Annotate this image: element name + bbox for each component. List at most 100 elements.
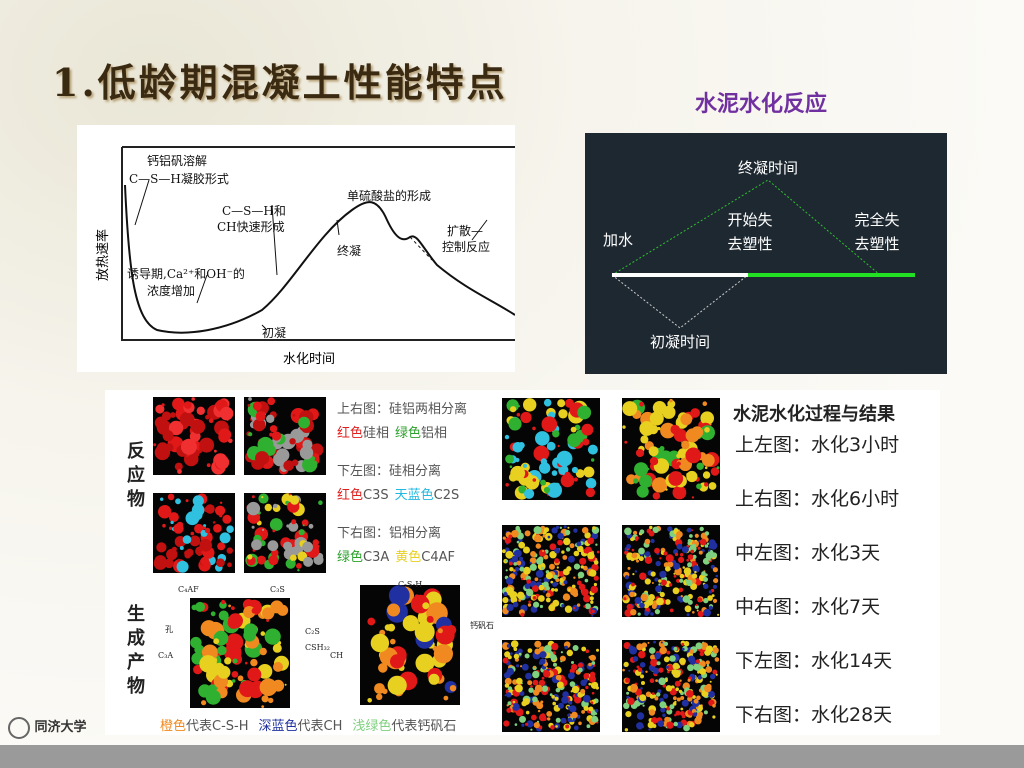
particle — [171, 546, 177, 552]
particle — [547, 535, 551, 539]
particle — [527, 603, 532, 607]
particle — [631, 548, 635, 552]
particle — [521, 577, 524, 581]
particle — [213, 638, 220, 645]
particle — [632, 573, 635, 576]
particle — [203, 524, 207, 528]
particle — [666, 650, 671, 655]
particle — [696, 462, 704, 470]
particle — [665, 554, 674, 563]
particle — [527, 680, 533, 686]
particle — [697, 675, 703, 680]
list-title: 水泥水化过程与结果 — [733, 404, 895, 425]
particle — [712, 567, 719, 573]
particle — [504, 683, 510, 688]
particle — [691, 678, 694, 682]
particle — [539, 651, 547, 659]
particle — [387, 603, 401, 617]
particle — [552, 430, 560, 438]
particle — [184, 401, 192, 409]
particle — [637, 667, 643, 672]
particle — [569, 681, 576, 687]
particle — [179, 411, 195, 427]
particle — [588, 675, 597, 683]
color-word: 红色 — [337, 426, 364, 441]
particle — [687, 539, 692, 543]
color-word: 绿色 — [337, 550, 364, 565]
particle — [167, 493, 175, 501]
particle — [530, 728, 533, 731]
particle — [570, 426, 577, 433]
particle — [539, 579, 542, 582]
particle — [164, 558, 174, 569]
particle — [247, 667, 262, 682]
particle — [584, 603, 591, 610]
particle — [717, 613, 720, 616]
particle — [535, 543, 541, 549]
particle — [639, 529, 645, 535]
particle — [535, 570, 544, 578]
particle — [526, 720, 534, 728]
particle — [583, 694, 591, 703]
particle — [184, 551, 192, 559]
particle — [297, 569, 300, 572]
particle — [542, 581, 549, 588]
particle — [654, 652, 661, 660]
particle — [567, 672, 575, 680]
particle — [590, 701, 594, 704]
particle — [589, 569, 597, 577]
annotation: 终凝 — [337, 243, 361, 258]
particle — [581, 527, 589, 534]
particle — [533, 666, 536, 669]
particle — [638, 556, 644, 562]
particle — [518, 541, 526, 549]
particle — [636, 712, 645, 720]
note-text: C3A — [363, 550, 390, 565]
texture — [245, 397, 324, 475]
particle — [561, 696, 569, 704]
particle — [644, 556, 653, 564]
particle — [640, 674, 644, 679]
particle — [623, 661, 629, 668]
particle — [557, 399, 566, 408]
particle — [515, 457, 520, 463]
particle — [652, 401, 667, 415]
particle — [215, 505, 226, 516]
particle — [552, 701, 556, 706]
particle — [231, 671, 239, 678]
particle — [288, 521, 299, 532]
particle — [696, 710, 700, 713]
particle — [584, 532, 591, 539]
particle — [704, 544, 709, 548]
particle — [259, 678, 278, 696]
particle — [540, 458, 548, 465]
particle — [639, 572, 647, 580]
particle — [540, 566, 545, 571]
particle — [663, 551, 668, 556]
particle — [685, 447, 702, 464]
particle — [514, 567, 520, 572]
particle — [673, 696, 677, 701]
particle — [689, 722, 695, 728]
particle — [683, 641, 690, 647]
particle — [689, 534, 693, 538]
particle — [554, 547, 560, 554]
particle — [162, 523, 166, 528]
particle — [648, 728, 651, 731]
particle — [680, 595, 683, 598]
product-label: CSH₃₂ — [305, 643, 330, 652]
particle — [519, 566, 525, 572]
particle — [569, 543, 575, 549]
label: 加水 — [603, 231, 633, 249]
particle — [686, 527, 692, 533]
particle — [308, 523, 314, 529]
particle — [248, 432, 253, 437]
side-label: 生成产物 — [127, 604, 145, 697]
particle — [587, 537, 595, 545]
particle — [535, 431, 550, 446]
particle — [712, 647, 719, 654]
particle — [691, 543, 697, 549]
particle — [712, 715, 716, 719]
particle — [374, 683, 385, 694]
particle — [565, 398, 574, 408]
